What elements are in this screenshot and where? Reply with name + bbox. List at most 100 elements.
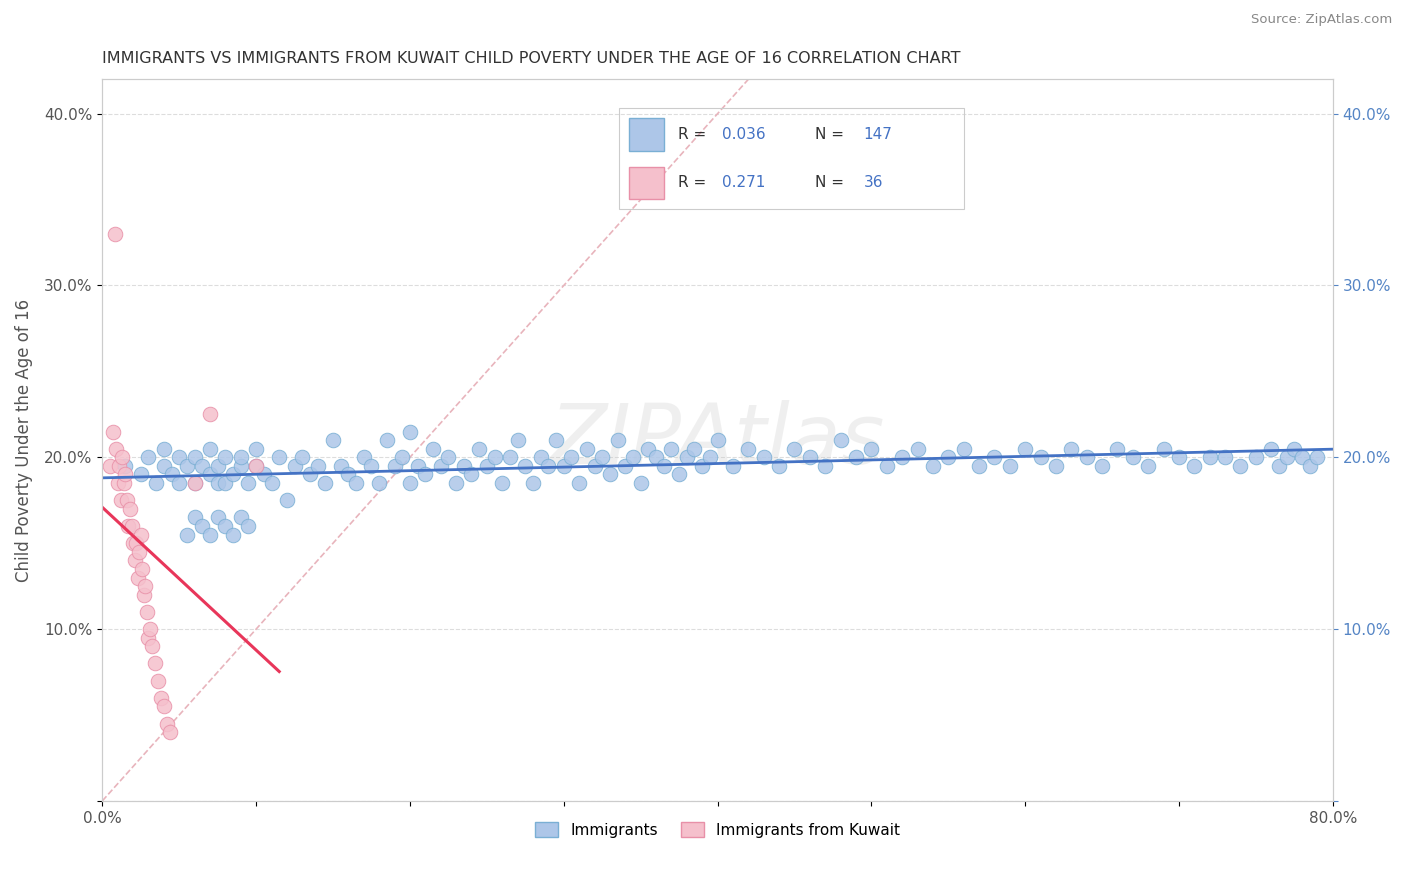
Point — [399, 425, 422, 439]
Point — [1091, 458, 1114, 473]
Point — [952, 442, 974, 456]
Point — [191, 458, 214, 473]
Point — [260, 476, 283, 491]
Point — [111, 450, 134, 465]
Point — [159, 725, 181, 739]
Point — [131, 562, 153, 576]
Point — [506, 433, 529, 447]
Point — [876, 458, 898, 473]
Point — [183, 476, 205, 491]
Point — [238, 519, 260, 533]
Point — [153, 442, 176, 456]
Point — [314, 476, 336, 491]
Point — [515, 458, 537, 473]
Point — [139, 622, 162, 636]
Point — [983, 450, 1005, 465]
Point — [214, 476, 236, 491]
Point — [322, 433, 344, 447]
Point — [860, 442, 883, 456]
Point — [645, 450, 668, 465]
Point — [276, 493, 298, 508]
Point — [112, 476, 135, 491]
Point — [907, 442, 929, 456]
Point — [922, 458, 945, 473]
Point — [125, 536, 148, 550]
Point — [1306, 450, 1329, 465]
Point — [384, 458, 406, 473]
Point — [1029, 450, 1052, 465]
Point — [845, 450, 868, 465]
Point — [544, 433, 567, 447]
Point — [444, 476, 467, 491]
Point — [129, 527, 152, 541]
Point — [143, 657, 166, 671]
Point — [1268, 458, 1291, 473]
Point — [167, 450, 190, 465]
Point — [183, 510, 205, 524]
Point — [198, 467, 221, 482]
Point — [553, 458, 575, 473]
Point — [245, 458, 267, 473]
Point — [138, 450, 160, 465]
Point — [118, 501, 141, 516]
Point — [229, 450, 252, 465]
Point — [768, 458, 790, 473]
Point — [475, 458, 498, 473]
Point — [207, 476, 229, 491]
Point — [207, 458, 229, 473]
Point — [124, 553, 146, 567]
Point — [599, 467, 621, 482]
Point — [1014, 442, 1036, 456]
Point — [1045, 458, 1067, 473]
Point — [1107, 442, 1129, 456]
Point — [329, 458, 352, 473]
Point — [110, 493, 132, 508]
Point — [291, 450, 314, 465]
Point — [138, 631, 160, 645]
Point — [1076, 450, 1098, 465]
Point — [1291, 450, 1313, 465]
Point — [799, 450, 821, 465]
Point — [391, 450, 413, 465]
Point — [621, 450, 644, 465]
Text: Source: ZipAtlas.com: Source: ZipAtlas.com — [1251, 13, 1392, 27]
Point — [269, 450, 291, 465]
Point — [149, 690, 172, 705]
Point — [198, 408, 221, 422]
Point — [141, 640, 163, 654]
Point — [222, 527, 245, 541]
Point — [107, 476, 129, 491]
Point — [344, 476, 367, 491]
Point — [183, 450, 205, 465]
Point — [136, 605, 159, 619]
Point — [353, 450, 375, 465]
Point — [160, 467, 183, 482]
Point — [737, 442, 759, 456]
Point — [814, 458, 837, 473]
Text: IMMIGRANTS VS IMMIGRANTS FROM KUWAIT CHILD POVERTY UNDER THE AGE OF 16 CORRELATI: IMMIGRANTS VS IMMIGRANTS FROM KUWAIT CHI… — [103, 51, 960, 66]
Point — [422, 442, 444, 456]
Point — [238, 476, 260, 491]
Point — [104, 227, 127, 241]
Point — [752, 450, 775, 465]
Point — [468, 442, 491, 456]
Point — [375, 433, 398, 447]
Point — [156, 716, 179, 731]
Point — [121, 519, 143, 533]
Point — [637, 442, 659, 456]
Point — [1229, 458, 1251, 473]
Point — [568, 476, 591, 491]
Point — [1137, 458, 1160, 473]
Point — [1260, 442, 1282, 456]
Point — [675, 450, 697, 465]
Point — [146, 673, 169, 688]
Legend: Immigrants, Immigrants from Kuwait: Immigrants, Immigrants from Kuwait — [529, 815, 905, 844]
Point — [132, 588, 155, 602]
Point — [522, 476, 544, 491]
Point — [721, 458, 744, 473]
Point — [1284, 442, 1306, 456]
Point — [222, 467, 245, 482]
Point — [583, 458, 606, 473]
Point — [117, 519, 139, 533]
Point — [198, 442, 221, 456]
